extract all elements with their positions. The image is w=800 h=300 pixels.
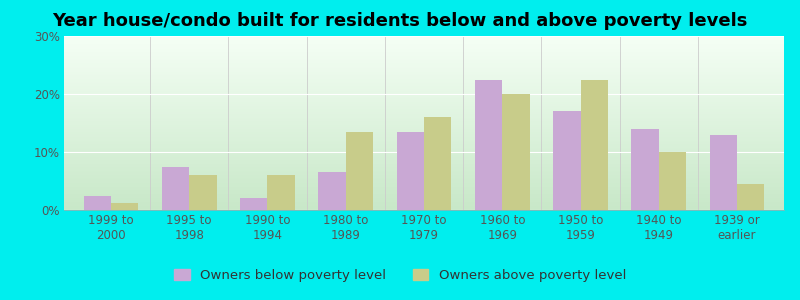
Bar: [475, 80, 502, 210]
Bar: [190, 175, 217, 210]
Bar: [397, 132, 424, 210]
Bar: [502, 94, 530, 210]
Bar: [162, 167, 190, 210]
Bar: [111, 203, 138, 210]
Bar: [658, 152, 686, 210]
Bar: [318, 172, 346, 210]
Legend: Owners below poverty level, Owners above poverty level: Owners below poverty level, Owners above…: [169, 264, 631, 287]
Bar: [346, 132, 373, 210]
Bar: [553, 111, 581, 210]
Bar: [581, 80, 608, 210]
Bar: [710, 135, 737, 210]
Bar: [424, 117, 451, 210]
Bar: [737, 184, 765, 210]
Bar: [267, 175, 295, 210]
Bar: [240, 198, 267, 210]
Bar: [631, 129, 658, 210]
Text: Year house/condo built for residents below and above poverty levels: Year house/condo built for residents bel…: [52, 12, 748, 30]
Bar: [83, 196, 111, 210]
